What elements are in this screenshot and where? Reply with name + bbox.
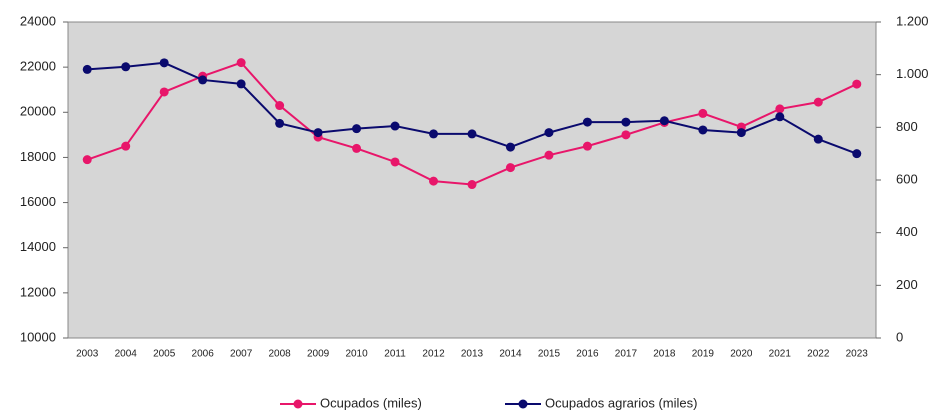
x-tick-label: 2005 (153, 349, 176, 360)
x-tick-label: 2009 (307, 349, 330, 360)
y2-tick-label: 1.000 (896, 66, 929, 81)
x-tick-label: 2013 (461, 349, 484, 360)
y-tick-label: 12000 (20, 284, 56, 299)
legend-label: Ocupados agrarios (miles) (545, 395, 697, 410)
series-point (698, 108, 708, 118)
series-point (544, 128, 554, 138)
y-tick-label: 18000 (20, 149, 56, 164)
y2-tick-label: 200 (896, 277, 918, 292)
series-point (775, 104, 785, 114)
y2-tick-label: 800 (896, 119, 918, 134)
y-tick-label: 22000 (20, 59, 56, 74)
x-tick-label: 2003 (76, 349, 99, 360)
series-point (390, 157, 400, 167)
x-tick-label: 2017 (615, 349, 638, 360)
x-tick-label: 2008 (268, 349, 291, 360)
series-point (121, 141, 131, 151)
series-point (352, 143, 362, 153)
x-tick-label: 2006 (192, 349, 215, 360)
series-point (621, 130, 631, 140)
series-point (82, 155, 92, 165)
y-tick-label: 20000 (20, 104, 56, 119)
y-tick-label: 14000 (20, 239, 56, 254)
y-tick-label: 10000 (20, 329, 56, 344)
series-point (198, 75, 208, 85)
x-tick-label: 2023 (846, 349, 869, 360)
series-point (429, 129, 439, 139)
series-point (698, 125, 708, 135)
x-tick-label: 2020 (730, 349, 753, 360)
legend-marker (518, 399, 528, 409)
x-tick-label: 2012 (422, 349, 445, 360)
series-point (505, 142, 515, 152)
x-tick-label: 2015 (538, 349, 561, 360)
legend-marker (293, 399, 303, 409)
x-tick-label: 2004 (115, 349, 138, 360)
series-point (313, 128, 323, 138)
x-tick-label: 2022 (807, 349, 830, 360)
y-tick-label: 24000 (20, 13, 56, 28)
plot-area (67, 21, 877, 339)
x-tick-label: 2007 (230, 349, 253, 360)
series-point (236, 58, 246, 68)
series-point (775, 112, 785, 122)
series-point (159, 87, 169, 97)
series-point (82, 64, 92, 74)
legend-label: Ocupados (miles) (320, 395, 422, 410)
x-tick-label: 2019 (692, 349, 715, 360)
series-point (429, 176, 439, 186)
series-point (352, 124, 362, 134)
x-tick-label: 2011 (384, 349, 406, 360)
x-tick-label: 2016 (576, 349, 599, 360)
x-tick-label: 2021 (769, 349, 792, 360)
series-point (390, 121, 400, 131)
series-point (813, 97, 823, 107)
x-tick-label: 2014 (499, 349, 522, 360)
series-point (505, 163, 515, 173)
series-point (621, 117, 631, 127)
series-point (544, 150, 554, 160)
y2-tick-label: 1.200 (896, 13, 929, 28)
y2-tick-label: 0 (896, 329, 903, 344)
series-point (813, 134, 823, 144)
series-point (467, 129, 477, 139)
series-point (467, 180, 477, 190)
series-point (582, 117, 592, 127)
series-point (121, 62, 131, 72)
y2-tick-label: 600 (896, 171, 918, 186)
x-tick-label: 2018 (653, 349, 676, 360)
series-point (275, 118, 285, 128)
y2-tick-label: 400 (896, 224, 918, 239)
series-point (736, 128, 746, 138)
series-point (582, 141, 592, 151)
series-point (852, 79, 862, 89)
x-tick-label: 2010 (345, 349, 368, 360)
series-point (275, 101, 285, 111)
series-point (659, 116, 669, 126)
series-point (236, 79, 246, 89)
y-tick-label: 16000 (20, 194, 56, 209)
series-point (852, 149, 862, 159)
series-point (159, 58, 169, 68)
